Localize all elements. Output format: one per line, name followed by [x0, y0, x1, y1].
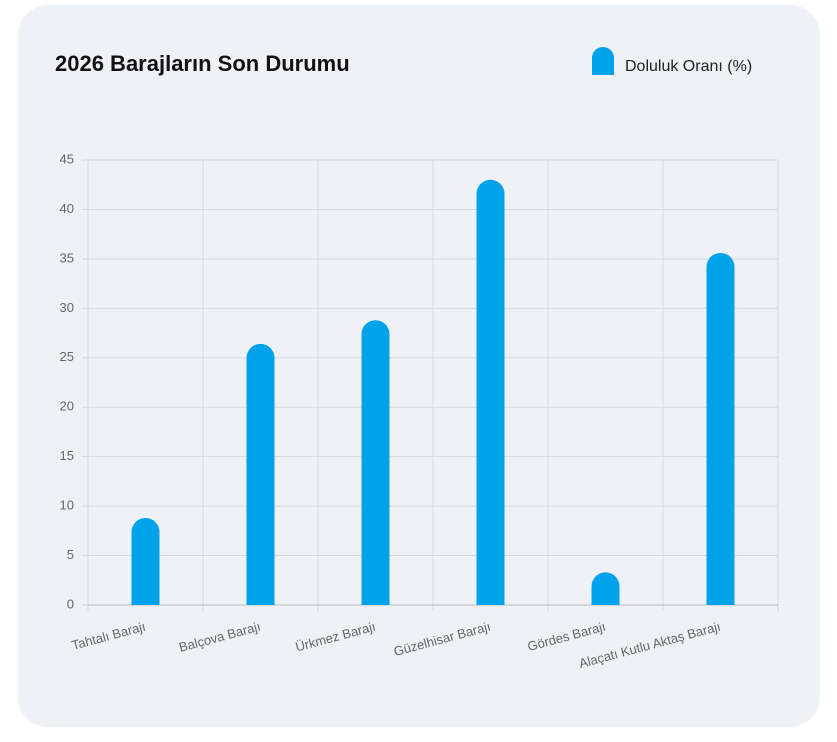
y-tick-label: 10	[60, 498, 74, 513]
legend-label: Doluluk Oranı (%)	[625, 58, 752, 75]
y-tick-label: 25	[60, 349, 74, 364]
y-tick-label: 45	[60, 151, 74, 166]
bar	[246, 343, 275, 605]
bar	[131, 517, 160, 605]
y-tick-label: 40	[60, 201, 74, 216]
y-tick-label: 5	[67, 547, 74, 562]
y-tick-label: 35	[60, 250, 74, 265]
card	[18, 5, 820, 727]
bar	[361, 320, 390, 605]
chart-title: 2026 Barajların Son Durumu	[55, 51, 350, 76]
y-tick-label: 15	[60, 448, 74, 463]
y-tick-label: 20	[60, 399, 74, 414]
bar	[476, 179, 505, 606]
y-tick-label: 30	[60, 300, 74, 315]
legend-swatch	[592, 47, 614, 75]
bar	[706, 252, 735, 605]
bar	[591, 572, 620, 605]
y-tick-label: 0	[67, 596, 74, 611]
